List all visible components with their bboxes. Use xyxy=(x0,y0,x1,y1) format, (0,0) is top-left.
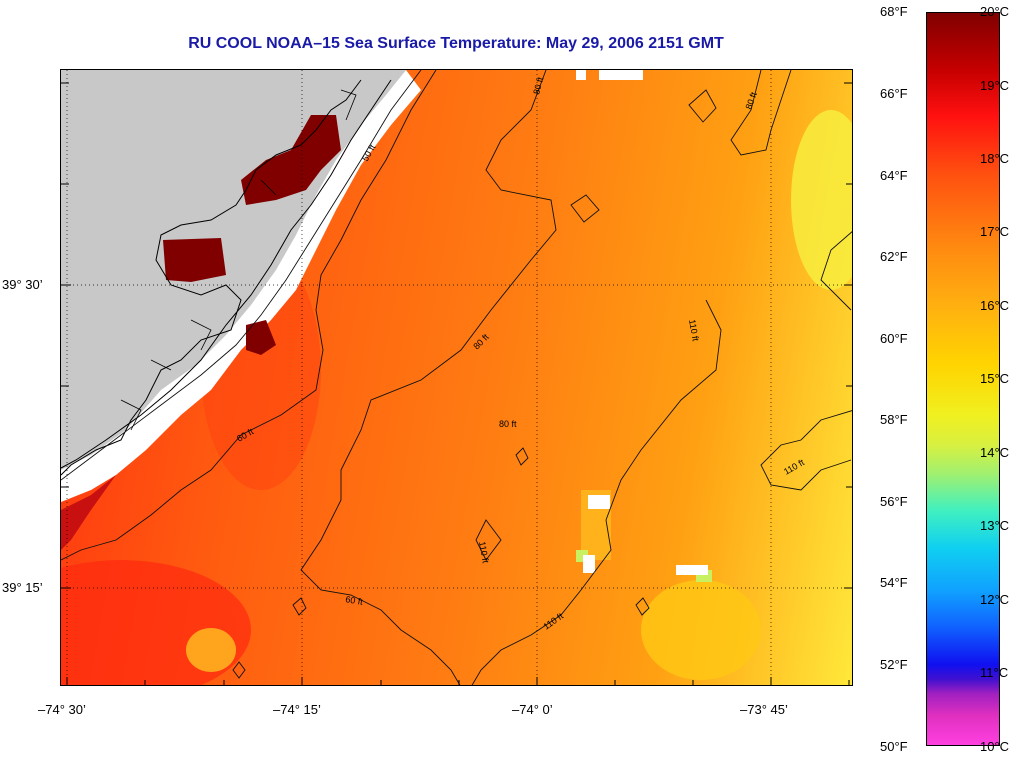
colorbar-c-label: 17°C xyxy=(980,224,1010,239)
longitude-label: –74° 0’ xyxy=(512,702,553,717)
contour-closure xyxy=(635,597,650,616)
colorbar-c-label: 18°C xyxy=(980,151,1010,166)
no-data-cell xyxy=(583,555,595,573)
bay-warm-water xyxy=(246,320,276,355)
longitude-label: –74° 15’ xyxy=(273,702,321,717)
map-title: RU COOL NOAA–15 Sea Surface Temperature:… xyxy=(188,35,724,52)
barrier-island xyxy=(61,79,392,469)
axis-ticks xyxy=(61,82,852,685)
contour-closure xyxy=(688,89,717,123)
bay-warm-water xyxy=(163,238,226,282)
colorbar-f-label: 66°F xyxy=(880,86,908,101)
contour-label: 80 ft xyxy=(499,419,517,429)
contour-closure xyxy=(292,597,307,616)
contour-label: 80 ft xyxy=(531,76,545,96)
sst-map: 50 ft 60 ft 60 ft 80 ft 80 ft 80 ft 80 f… xyxy=(60,69,853,686)
no-data-cell xyxy=(576,70,586,80)
depth-contour-110ft xyxy=(471,70,792,685)
contour-label: 110 ft xyxy=(782,457,806,477)
graticule xyxy=(61,70,852,685)
contour-label: 110 ft xyxy=(687,319,701,343)
contour-closure xyxy=(570,194,600,223)
depth-contour-50ft xyxy=(61,70,422,481)
colorbar-f-label: 62°F xyxy=(880,249,908,264)
latitude-label: 39° 15’ xyxy=(2,580,43,595)
colorbar-c-label: 20°C xyxy=(980,4,1010,19)
colorbar-f-label: 52°F xyxy=(880,657,908,672)
colorbar-f-label: 56°F xyxy=(880,494,908,509)
contour-label: 110 ft xyxy=(477,541,491,565)
no-data-cell xyxy=(676,565,708,575)
temperature-colorbar xyxy=(926,12,1000,746)
colorbar-f-label: 58°F xyxy=(880,412,908,427)
cool-patch xyxy=(791,110,852,290)
no-data-cell xyxy=(599,70,643,80)
sst-map-svg: 50 ft 60 ft 60 ft 80 ft 80 ft 80 ft 80 f… xyxy=(61,70,852,685)
coast-channel xyxy=(120,89,357,431)
colorbar-c-label: 12°C xyxy=(980,592,1010,607)
cool-patch xyxy=(186,628,236,672)
longitude-label: –74° 30’ xyxy=(38,702,86,717)
contour-label: 80 ft xyxy=(471,332,491,352)
colorbar-f-label: 64°F xyxy=(880,168,908,183)
colorbar-c-label: 19°C xyxy=(980,78,1010,93)
contour-closure xyxy=(515,447,529,466)
no-data-cell xyxy=(588,495,610,509)
colorbar-f-label: 60°F xyxy=(880,331,908,346)
bay-warm-water xyxy=(241,115,341,205)
depth-contour-110ft-east xyxy=(760,231,852,491)
depth-contour-80ft xyxy=(300,70,557,685)
colorbar-c-label: 11°C xyxy=(980,665,1009,680)
colorbar-c-label: 14°C xyxy=(980,445,1010,460)
colorbar-c-label: 15°C xyxy=(980,371,1010,386)
depth-contour-60ft xyxy=(61,70,437,561)
cool-patch xyxy=(641,580,761,680)
coastal-no-data xyxy=(61,70,421,502)
colorbar-f-label: 68°F xyxy=(880,4,908,19)
contour-label: 80 ft xyxy=(743,90,759,110)
contour-closure xyxy=(232,661,246,679)
colorbar-c-label: 16°C xyxy=(980,298,1010,313)
colorbar-c-label: 10°C xyxy=(980,739,1010,754)
colorbar-f-label: 50°F xyxy=(880,739,908,754)
contour-label: 60 ft xyxy=(345,594,364,607)
inshore-warm-strip xyxy=(61,475,116,550)
contour-closure xyxy=(475,519,502,561)
colorbar-f-label: 54°F xyxy=(880,575,908,590)
colorbar-c-label: 13°C xyxy=(980,518,1010,533)
latitude-label: 39° 30’ xyxy=(2,277,43,292)
coastline xyxy=(61,79,362,476)
longitude-label: –73° 45’ xyxy=(740,702,788,717)
